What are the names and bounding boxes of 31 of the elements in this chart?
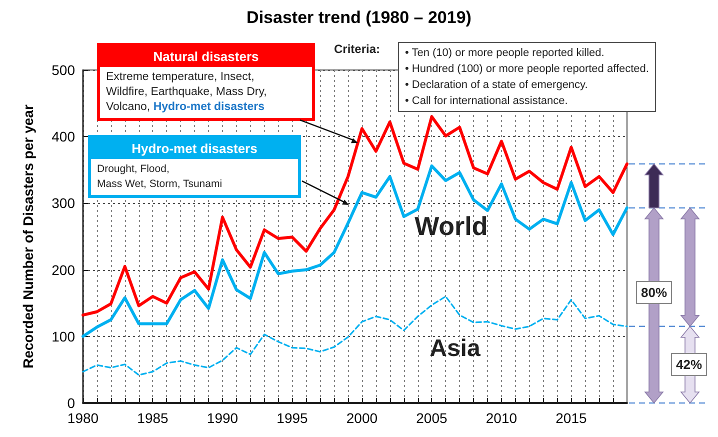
y-tick-label: 300 xyxy=(52,195,76,212)
y-tick-label: 400 xyxy=(52,128,76,145)
text-box: Natural disasters Extreme temperature, Insect, Wildfire, Earthquake, Mass Dry, Volcano, Hydro-met disasters xyxy=(97,43,315,121)
annotation: • Declaration of a state of emergency. xyxy=(405,78,589,93)
y-tick-label: 0 xyxy=(67,395,76,411)
y-tick-label: 500 xyxy=(52,62,76,78)
annotation: Drought, Flood, Mass Wet, Storm, Tsunami xyxy=(96,162,224,192)
annotation: • Call for international assistance. xyxy=(405,94,569,109)
x-tick-label: 2015 xyxy=(556,410,587,426)
line-series xyxy=(82,296,628,376)
annotation: World xyxy=(414,210,488,242)
y-tick-label: 200 xyxy=(52,262,76,278)
y-tick-label: 100 xyxy=(52,328,76,344)
series-label: Asia xyxy=(430,335,480,364)
text-box: • Ten (10) or more people reported killed. • Hundred (100) or more people reported affected. • Declaration of a state of emergency. • Call for international assistance. xyxy=(398,42,656,112)
chart-title: Disaster trend (1980 – 2019) xyxy=(246,8,472,27)
line-series xyxy=(82,115,628,317)
annotation: • Hundred (100) or more people reported affected. xyxy=(405,62,649,77)
label-box: 80% xyxy=(636,281,672,304)
x-tick-label: 2010 xyxy=(486,410,518,426)
label-box: 42% xyxy=(671,352,708,376)
x-tick-label: 2005 xyxy=(416,410,448,426)
text-box: Hydro-met disasters Drought, Flood, Mass Wet, Storm, Tsunami xyxy=(88,135,301,198)
x-tick-label: 1990 xyxy=(206,410,238,426)
x-tick-label: 1995 xyxy=(276,410,308,426)
y-axis-title: Recorded Number of Disasters per year xyxy=(20,104,36,368)
x-tick-label: 1985 xyxy=(137,410,169,426)
text: Criteria: xyxy=(334,42,380,56)
line-series xyxy=(82,164,628,338)
x-tick-label: 1980 xyxy=(67,410,99,426)
x-tick-label: 2000 xyxy=(346,410,378,426)
